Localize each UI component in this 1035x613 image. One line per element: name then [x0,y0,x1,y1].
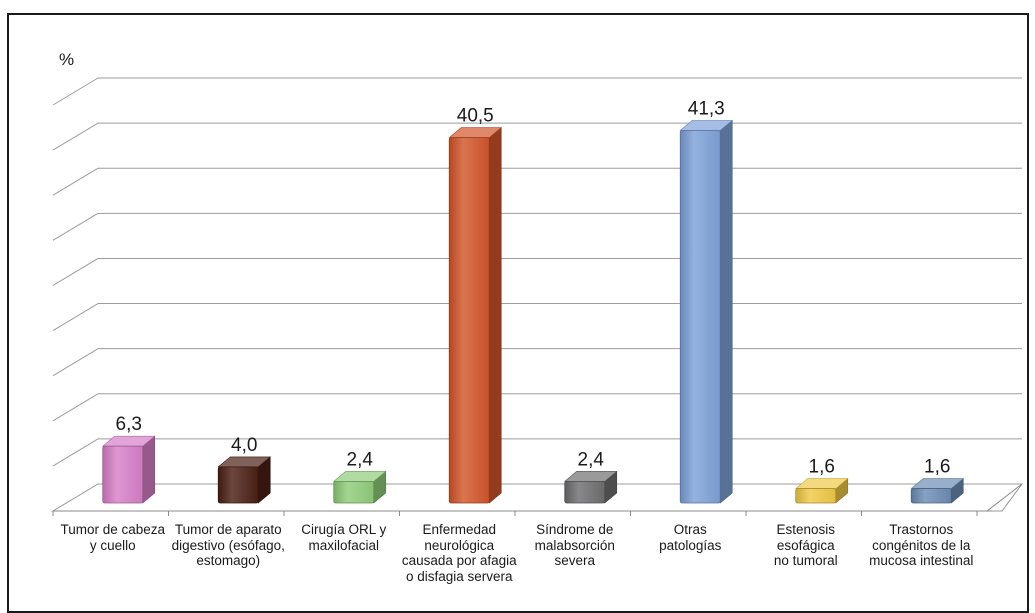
x-tick-label: Enfermedad neurológica causada por afagi… [401,522,517,584]
bar [102,445,144,504]
chart-floor [51,483,1023,512]
x-tick-label: Tumor de aparato digestivo (esófago, est… [171,522,285,568]
gridline-side [52,212,99,241]
chart-frame [7,13,1029,613]
gridline-side [52,438,99,467]
bar [564,480,606,504]
x-tick-label: Síndrome de malabsorción severa [534,522,615,568]
floor-right-edge [986,483,1023,512]
gridline-side [52,348,99,377]
data-label: 4,0 [231,435,257,456]
bar-side [142,435,156,504]
data-label: 1,6 [924,457,950,478]
x-tick-label: Tumor de cabeza y cuello [60,522,166,553]
gridline-side [52,77,99,106]
bar [679,129,721,504]
bar [795,488,837,504]
data-label: 2,4 [578,449,605,470]
bar-side [488,126,502,504]
x-tick-label: Trastornos congénitos de la mucosa intes… [869,522,974,568]
gridline-side [52,303,99,331]
data-label: 1,6 [809,457,835,478]
bar [217,466,259,504]
bar-side [719,119,733,504]
data-label: 40,5 [457,106,494,127]
x-tick-label: Otras patologías [659,522,722,553]
bar [333,480,375,504]
x-tick-label: Estenosis esofágica no tumoral [773,522,838,568]
data-label: 41,3 [688,98,725,119]
data-label: 2,4 [347,449,374,470]
data-label: 6,3 [116,414,142,435]
gridline-side [52,122,99,151]
bar [448,137,490,504]
gridline-side [52,167,99,196]
x-tick-label: Cirugía ORL y maxilofacial [301,522,387,553]
bar [910,488,952,504]
y-axis-unit-label: % [59,50,75,69]
gridline-side [52,393,99,422]
gridline-side [52,258,99,286]
